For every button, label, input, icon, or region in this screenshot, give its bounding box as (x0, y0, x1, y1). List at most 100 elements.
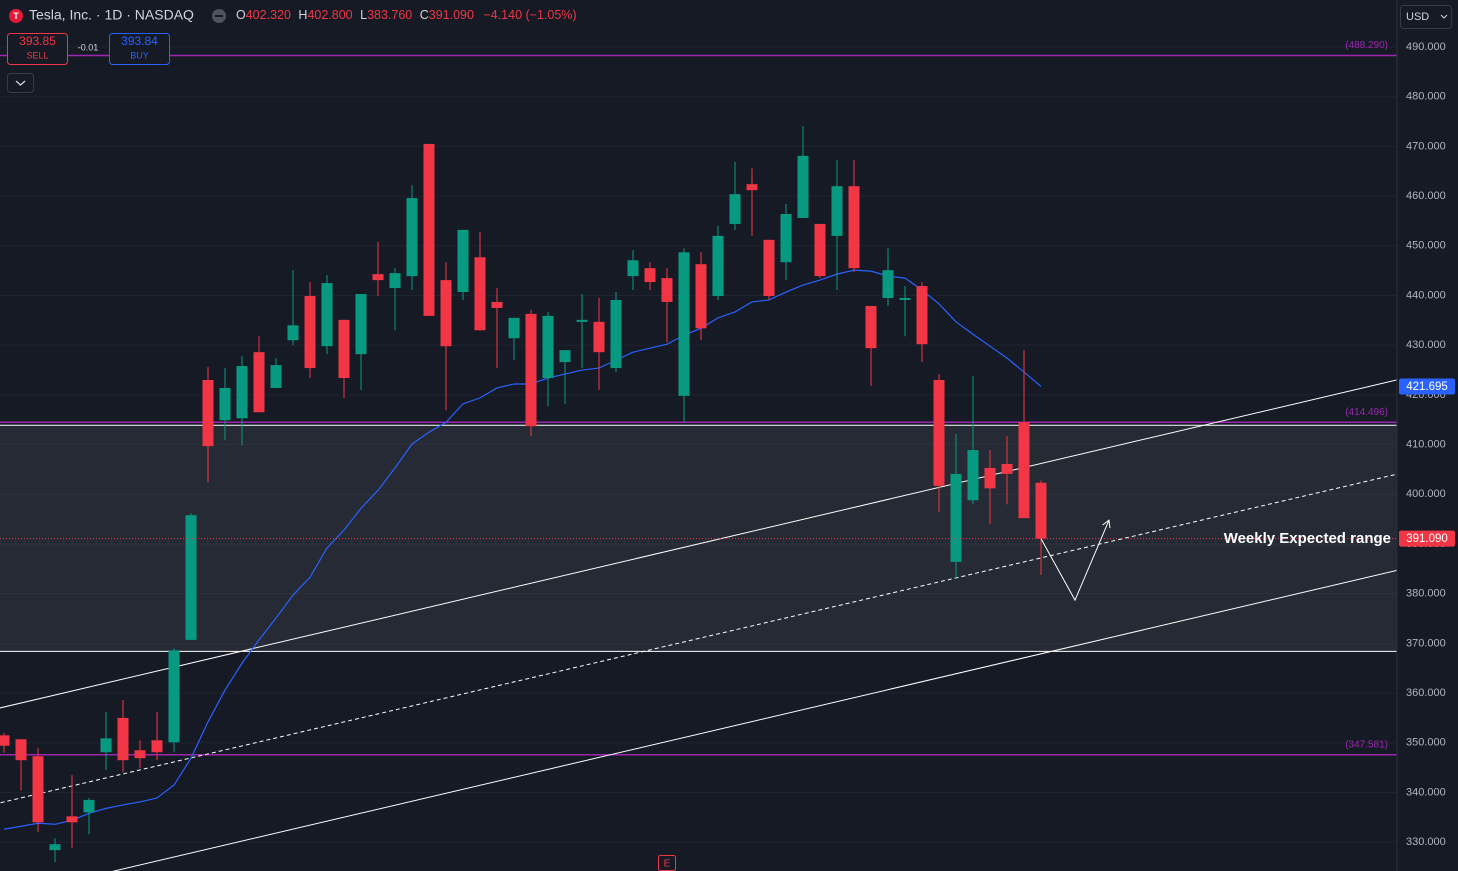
buy-price: 393.84 (121, 34, 158, 48)
sell-price: 393.85 (19, 34, 56, 48)
y-tick-label: 480.000 (1406, 91, 1446, 103)
ohlc-key: H (298, 8, 307, 22)
y-tick-label: 330.000 (1406, 836, 1446, 848)
candle-body (389, 273, 401, 289)
candle-body (15, 739, 27, 761)
price-tag (1399, 530, 1455, 547)
level-label: (347.581) (1345, 739, 1388, 750)
ohlc-key: C (420, 8, 429, 22)
candle-body (729, 194, 741, 224)
candle-body (797, 155, 809, 218)
candle-body (610, 299, 622, 369)
sell-button[interactable] (7, 33, 68, 65)
candle-body (627, 260, 639, 277)
range-label: Weekly Expected range (1224, 530, 1391, 547)
candle-body (0, 735, 10, 746)
ohlc-value: 383.760 (367, 8, 412, 22)
price-tag-label: 391.090 (1406, 533, 1448, 545)
collapse-button[interactable] (7, 73, 34, 93)
chevron (1440, 14, 1448, 19)
candle-body (151, 740, 163, 753)
currency-select[interactable] (1400, 5, 1452, 29)
candle-body (304, 295, 316, 369)
candle-body (287, 325, 299, 341)
spread: -0.01 (78, 42, 99, 52)
candle-body (1018, 422, 1030, 519)
y-tick-label: 380.000 (1406, 588, 1446, 600)
trend-line (0, 379, 1397, 709)
candle-body (780, 213, 792, 263)
trend-line (112, 569, 1397, 871)
logo (9, 9, 23, 23)
candle-body (100, 738, 112, 753)
candle-body (372, 274, 384, 281)
y-tick-label: 470.000 (1406, 140, 1446, 152)
y-tick-label: 350.000 (1406, 737, 1446, 749)
candle-body (763, 239, 775, 296)
toggle-bar (215, 15, 223, 17)
currency: USD (1406, 11, 1429, 23)
candle-body (270, 365, 282, 388)
overlay: T Tesla, Inc. · 1D · NASDAQ O402.320 H40… (7, 5, 1452, 93)
candle-body (66, 816, 78, 823)
candle-body (865, 305, 877, 349)
level-label: (414.496) (1345, 407, 1388, 418)
y-tick-label: 400.000 (1406, 488, 1446, 500)
candle-body (542, 315, 554, 378)
range-zone (0, 425, 1397, 652)
candle-body (1001, 463, 1013, 474)
y-tick-label: 460.000 (1406, 190, 1446, 202)
candle-body (831, 186, 843, 236)
price-tag (1399, 378, 1455, 395)
y-tick-label: 430.000 (1406, 339, 1446, 351)
candle-body (559, 350, 571, 363)
candle-body (185, 515, 197, 640)
candle-body (406, 198, 418, 277)
candle-body (83, 799, 95, 813)
candle-body (746, 184, 758, 191)
moving-average (3, 269, 1042, 830)
projection (1040, 519, 1111, 602)
sell-label: SELL (26, 50, 48, 60)
candle-body (338, 319, 350, 378)
candle-body (576, 319, 588, 322)
ohlc-value: 402.800 (307, 8, 352, 22)
candle-body (899, 297, 911, 300)
buy-button[interactable] (109, 33, 170, 65)
earnings-label: E (664, 859, 671, 870)
candle-body (202, 379, 214, 447)
candle-body (1035, 482, 1047, 539)
candle-body (712, 235, 724, 296)
y-tick-label: 410.000 (1406, 439, 1446, 451)
candle-body (49, 844, 61, 851)
ohlc-value: 402.320 (246, 8, 291, 22)
change: −4.140 (−1.05%) (483, 8, 576, 22)
candle-body (984, 467, 996, 489)
candle-body (644, 268, 656, 283)
candle-body (882, 270, 894, 298)
candle-body (134, 750, 146, 759)
ohlc-key: O (236, 8, 246, 22)
candle-body (474, 257, 486, 331)
level-label: (488.290) (1345, 40, 1388, 51)
candle-body (423, 143, 435, 316)
ohlc: O402.320 H402.800 L383.760 C391.090 −4.1… (236, 8, 577, 22)
price-axis: 330.000 340.000 350.000 360.000 370.000 380.0… (1399, 41, 1455, 848)
candle-body (593, 321, 605, 353)
candle-body (117, 717, 129, 761)
candle-body (219, 387, 231, 421)
candle-body (32, 756, 44, 823)
candle-body (916, 286, 928, 345)
candle-body (321, 283, 333, 347)
candle-body (695, 264, 707, 329)
candle-body (678, 252, 690, 396)
symbol: Tesla, Inc. · 1D · NASDAQ (29, 7, 194, 23)
candle-body (967, 450, 979, 501)
candle-body (814, 223, 826, 277)
candle-body (440, 280, 452, 347)
candle-body (950, 473, 962, 562)
candle-body (525, 313, 537, 427)
